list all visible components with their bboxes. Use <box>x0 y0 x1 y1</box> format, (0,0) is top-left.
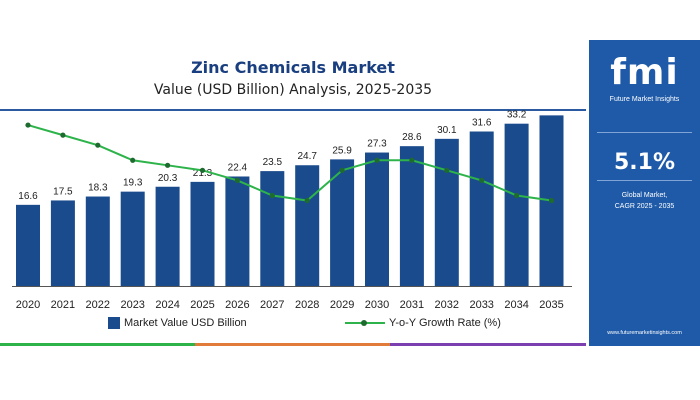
bar <box>295 165 320 286</box>
x-tick-label: 2033 <box>469 299 493 311</box>
bar <box>260 171 285 286</box>
logo-tagline: Future Market Insights <box>609 96 680 103</box>
bar <box>225 176 250 286</box>
chart-title: Zinc Chemicals Market <box>191 58 395 77</box>
x-tick-label: 2029 <box>330 299 354 311</box>
growth-point <box>444 167 450 173</box>
x-tick-label: 2025 <box>190 299 214 311</box>
bar-value-label: 16.6 <box>18 191 38 202</box>
cagr-label-line2: CAGR 2025 - 2035 <box>614 203 675 210</box>
bar <box>155 186 180 286</box>
x-tick-label: 2023 <box>120 299 144 311</box>
x-tick-label: 2034 <box>504 299 528 311</box>
cagr-value: 5.1% <box>613 150 675 175</box>
footer-bar-orange <box>195 343 390 346</box>
x-tick-label: 2031 <box>400 299 424 311</box>
growth-point <box>130 157 136 163</box>
x-tick-label: 2035 <box>539 299 563 311</box>
bar <box>50 200 75 286</box>
bar-value-label: 33.2 <box>507 110 527 121</box>
bar-value-label: 34.9 <box>542 110 562 112</box>
growth-point <box>409 157 415 163</box>
growth-point <box>165 162 171 168</box>
footer-bar-green <box>0 343 195 346</box>
growth-point <box>25 122 31 128</box>
bar-value-label: 22.4 <box>228 162 248 173</box>
x-tick-label: 2026 <box>225 299 249 311</box>
bar-value-label: 21.3 <box>193 168 213 179</box>
growth-point <box>339 167 345 173</box>
bar <box>16 204 40 286</box>
fmi-logo: fmi <box>610 52 679 93</box>
legend-bars: Market Value USD Billion <box>108 317 247 329</box>
bar-value-label: 23.5 <box>263 157 283 168</box>
x-tick-label: 2022 <box>86 299 110 311</box>
side-panel: fmi Future Market Insights 5.1% Global M… <box>589 40 700 346</box>
chart-subtitle: Value (USD Billion) Analysis, 2025-2035 <box>153 82 433 98</box>
growth-point <box>199 167 206 173</box>
bar-value-label: 20.3 <box>158 173 178 184</box>
growth-point <box>304 197 310 204</box>
growth-point <box>374 157 380 163</box>
cagr-label: Global Market, CAGR 2025 - 2035 <box>589 190 700 212</box>
bar-value-label: 31.6 <box>472 118 492 129</box>
panel-divider <box>597 132 692 133</box>
bar-value-label: 27.3 <box>367 139 387 150</box>
bar <box>120 191 145 286</box>
bar-value-label: 19.3 <box>123 178 143 189</box>
bar <box>504 123 529 286</box>
legend-line: Y-o-Y Growth Rate (%) <box>345 317 501 329</box>
bar <box>190 181 215 286</box>
growth-point <box>269 192 275 199</box>
website-url: www.futuremarketinsights.com <box>607 330 682 336</box>
bar-line-chart: 16.6 2020 17.5 2021 18.3 2022 19.3 2023 20.3 2024… <box>12 110 572 311</box>
bar <box>330 159 355 286</box>
bar-value-label: 30.1 <box>437 125 457 136</box>
bar <box>434 138 459 286</box>
legend-bar-swatch <box>108 317 120 329</box>
bar <box>469 131 494 286</box>
cagr-label-line1: Global Market, <box>621 192 668 199</box>
bar <box>399 146 424 286</box>
growth-point <box>234 177 240 183</box>
bar <box>85 196 110 286</box>
legend-bar-label: Market Value USD Billion <box>124 317 247 329</box>
title-divider <box>0 109 586 111</box>
x-tick-label: 2032 <box>435 299 459 311</box>
x-tick-label: 2027 <box>260 299 284 311</box>
x-tick-label: 2028 <box>295 299 319 311</box>
growth-point <box>548 197 555 204</box>
growth-point <box>514 192 520 199</box>
legend-line-swatch <box>345 318 385 328</box>
footer-bar-purple <box>390 343 586 346</box>
bar <box>365 152 389 286</box>
panel-divider <box>597 180 692 181</box>
bar-value-label: 18.3 <box>88 183 108 194</box>
bar-value-label: 17.5 <box>53 186 73 197</box>
bar-value-label: 24.7 <box>297 151 317 162</box>
x-tick-label: 2020 <box>16 299 40 311</box>
x-tick-label: 2030 <box>365 299 389 311</box>
legend-line-label: Y-o-Y Growth Rate (%) <box>389 317 501 329</box>
bar-value-label: 25.9 <box>332 145 352 156</box>
growth-point <box>479 177 485 183</box>
x-tick-label: 2024 <box>155 299 179 311</box>
bar-value-label: 28.6 <box>402 132 422 143</box>
growth-line <box>27 124 552 202</box>
growth-point <box>95 142 101 148</box>
growth-point <box>60 132 66 138</box>
x-tick-label: 2021 <box>51 299 75 311</box>
